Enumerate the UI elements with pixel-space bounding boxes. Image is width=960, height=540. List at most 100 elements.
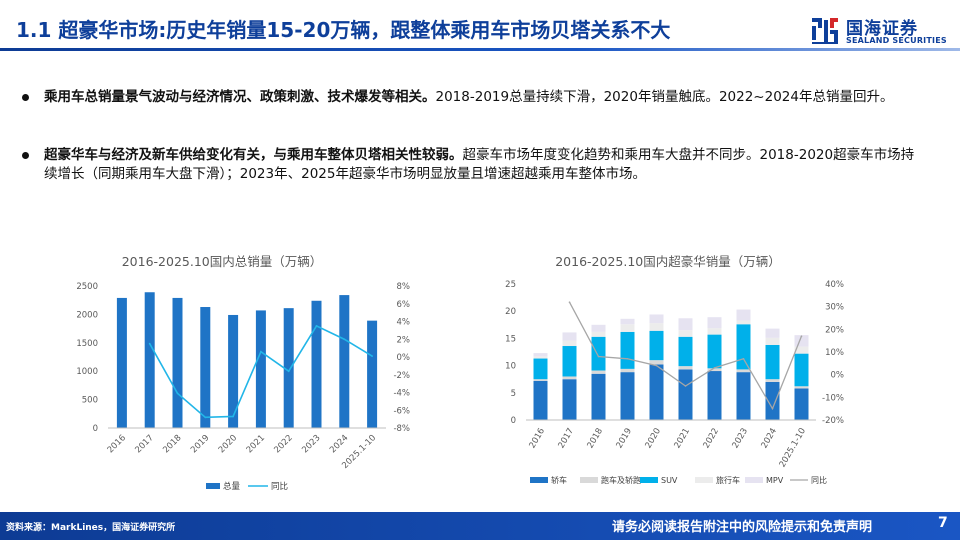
ultra-luxury-sales-chart: 2016-2025.10国内超豪华销量（万辆） 0 5 10 15 20 25 40% 30%… bbox=[505, 254, 844, 485]
bar-sedan bbox=[591, 373, 606, 420]
legend-label: 总量 bbox=[223, 481, 241, 492]
legend-swatch-mpv bbox=[745, 477, 763, 483]
bar-total bbox=[116, 297, 127, 428]
yoy-point bbox=[626, 358, 629, 360]
x-tick-label: 2019 bbox=[615, 427, 634, 451]
y2-tick-label: 10% bbox=[825, 348, 844, 358]
bar-total bbox=[283, 308, 294, 428]
x-tick-label: 2018 bbox=[586, 427, 605, 451]
bar-mpv bbox=[620, 318, 635, 325]
x-tick-label: 2022 bbox=[702, 427, 721, 451]
bar-total bbox=[200, 307, 211, 428]
y-tick-label: 2500 bbox=[76, 282, 98, 292]
bar-sports-coupe bbox=[736, 369, 751, 373]
y-tick-label: 0 bbox=[93, 424, 98, 434]
x-tick-label: 2016 bbox=[106, 433, 128, 455]
x-tick-label: 2018 bbox=[161, 433, 183, 455]
x-tick-label: 2017 bbox=[133, 433, 155, 455]
legend-swatch-suv bbox=[640, 477, 658, 483]
legend-swatch-wagon bbox=[695, 477, 713, 483]
bar-sedan bbox=[620, 372, 635, 420]
yoy-point bbox=[684, 385, 687, 387]
y2-tick-label: 6% bbox=[397, 300, 411, 310]
source-note: 资料来源：MarkLines，国海证券研究所 bbox=[6, 523, 176, 533]
footer-bar bbox=[0, 512, 960, 540]
yoy-point bbox=[287, 370, 290, 373]
bar-sports-coupe bbox=[620, 368, 635, 373]
bar-wagon bbox=[794, 346, 809, 354]
bar-sedan bbox=[765, 381, 780, 420]
logo-text-cn: 国海证券 bbox=[846, 19, 918, 39]
legend-label: 同比 bbox=[811, 475, 827, 485]
bar-mpv bbox=[649, 314, 664, 324]
y2-tick-label: -10% bbox=[822, 393, 844, 403]
y2-tick-label: -8% bbox=[393, 424, 410, 434]
bar-sedan bbox=[649, 364, 664, 420]
yoy-point bbox=[260, 350, 262, 353]
bar-suv bbox=[794, 353, 809, 387]
bar-wagon bbox=[533, 356, 548, 359]
title-divider bbox=[0, 48, 960, 51]
y-tick-label: 15 bbox=[505, 334, 516, 344]
bar-total bbox=[172, 297, 183, 428]
legend-label: 旅行车 bbox=[716, 475, 740, 485]
bullet-dot-icon bbox=[22, 152, 29, 159]
legend-label: 跑车及轿跑 bbox=[601, 475, 641, 485]
legend-label: 轿车 bbox=[551, 475, 567, 485]
bar-sports-coupe bbox=[533, 379, 548, 381]
yoy-point bbox=[148, 342, 151, 345]
yoy-point bbox=[655, 364, 658, 367]
bar-sedan bbox=[736, 372, 751, 420]
bar-sedan bbox=[562, 379, 577, 420]
bar-wagon bbox=[591, 331, 606, 337]
bullet-dot-icon bbox=[22, 94, 29, 101]
bar-total bbox=[255, 310, 266, 428]
bar-mpv bbox=[794, 335, 809, 347]
bar-mpv bbox=[591, 324, 606, 332]
x-tick-label: 2024 bbox=[760, 427, 779, 451]
bar-mpv bbox=[707, 317, 722, 329]
logo-text-en: SEALAND SECURITIES bbox=[846, 36, 947, 45]
legend-swatch-total bbox=[206, 483, 220, 489]
x-tick-label: 2020 bbox=[644, 427, 663, 451]
y-tick-label: 20 bbox=[505, 307, 516, 317]
y2-tick-label: -6% bbox=[393, 406, 410, 416]
bullet-item: 超豪华车与经济及新车供给变化有关，与乘用车整体贝塔相关性较弱。超豪车市场年度变化… bbox=[22, 146, 924, 184]
sealand-logo-icon bbox=[812, 18, 838, 44]
bar-suv bbox=[707, 334, 722, 369]
y2-tick-label: 30% bbox=[825, 303, 844, 313]
bar-mpv bbox=[678, 318, 693, 331]
bar-total bbox=[339, 295, 350, 428]
y2-tick-label: 4% bbox=[397, 318, 411, 328]
y-tick-label: 500 bbox=[82, 396, 98, 406]
chart-title: 2016-2025.10国内超豪华销量（万辆） bbox=[555, 254, 781, 269]
x-tick-label: 2024 bbox=[328, 433, 350, 455]
page-number: 7 bbox=[938, 515, 948, 531]
bar-suv bbox=[649, 330, 664, 361]
bullet-bold-text: 乘用车总销量景气波动与经济情况、政策刺激、技术爆发等相关。 bbox=[44, 89, 436, 105]
bar-total bbox=[367, 320, 378, 428]
bar-sports-coupe bbox=[707, 368, 722, 372]
bar-mpv bbox=[736, 309, 751, 321]
y2-tick-label: 20% bbox=[825, 325, 844, 335]
bar-suv bbox=[533, 358, 548, 380]
y-tick-label: 2000 bbox=[76, 310, 98, 320]
legend-swatch-sedan bbox=[530, 477, 548, 483]
bar-wagon bbox=[562, 340, 577, 347]
bar-sedan bbox=[678, 369, 693, 420]
yoy-point bbox=[568, 301, 571, 303]
bar-sedan bbox=[707, 371, 722, 420]
y2-tick-label: 40% bbox=[825, 280, 844, 290]
yoy-point bbox=[800, 335, 803, 337]
bullet-text: 2018-2019总量持续下滑，2020年销量触底。2022~2024年总销量回… bbox=[435, 89, 894, 105]
total-sales-chart: 2016-2025.10国内总销量（万辆） 0 500 1000 1500 2000 25… bbox=[76, 254, 411, 492]
bar-sports-coupe bbox=[765, 379, 780, 382]
bullet-text: 超豪车市场年度变化趋势和乘用车大盘并不同步。2018-2020超豪车市场持续增长… bbox=[44, 147, 915, 182]
y2-tick-label: -2% bbox=[393, 371, 410, 381]
y2-tick-label: 0% bbox=[397, 353, 411, 363]
bar-suv bbox=[678, 336, 693, 367]
yoy-point bbox=[371, 355, 373, 358]
yoy-point bbox=[315, 325, 318, 327]
disclaimer-link[interactable]: 请务必阅读报告附注中的风险提示和免责声明 bbox=[612, 520, 873, 535]
bar-wagon bbox=[678, 330, 693, 337]
